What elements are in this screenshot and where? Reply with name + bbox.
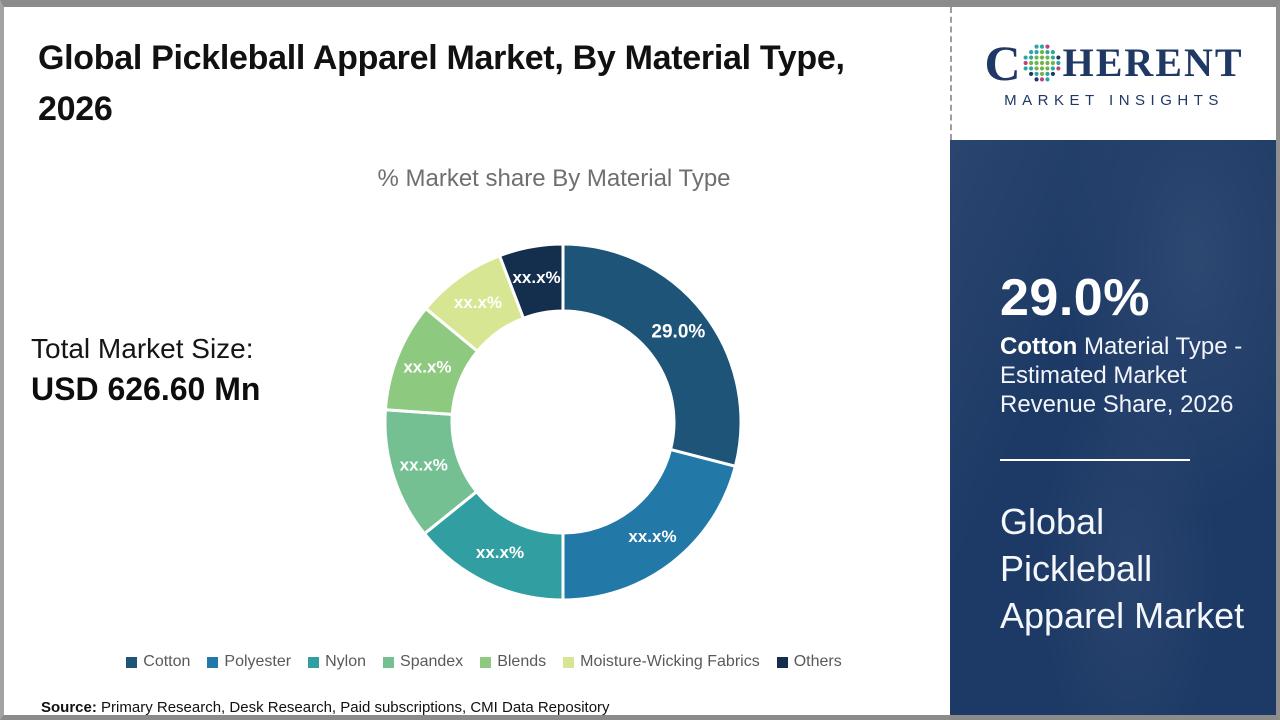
donut-label-cotton: 29.0% (651, 322, 705, 343)
legend-marker (207, 656, 219, 668)
legend-item-moisture-wicking-fabrics: Moisture-Wicking Fabrics (563, 653, 760, 671)
cmi-logo: C HERENT (984, 38, 1243, 88)
cmi-globe-icon (1023, 44, 1061, 82)
legend-label: Spandex (400, 653, 464, 670)
legend-marker (563, 656, 575, 668)
donut-label-blends: xx.x% (403, 357, 451, 376)
legend-item-cotton: Cotton (126, 653, 190, 671)
donut-label-nylon: xx.x% (476, 543, 524, 562)
stat-text: Material Type - Estimated Market Revenue… (1000, 333, 1243, 418)
legend-item-nylon: Nylon (308, 653, 366, 671)
logo-tagline: MARKET INSIGHTS (1004, 92, 1224, 109)
chart-legend: Cotton Polyester Nylon Spandex Blends Moistur… (44, 653, 924, 671)
source-text: Primary Research, Desk Research, Paid su… (96, 699, 610, 716)
donut-slice-polyester (561, 448, 737, 602)
page-title: Global Pickleball Apparel Market, By Mat… (38, 39, 845, 128)
legend-label: Others (793, 653, 842, 670)
logo-box: C HERENT MARKET INSIGHTS (950, 7, 1276, 140)
source-note: Source: Primary Research, Desk Research,… (41, 699, 610, 716)
logo-wordmark: HERENT (1062, 40, 1244, 85)
source-label: Source: (41, 699, 97, 716)
legend-marker (480, 656, 492, 668)
donut-slice-others (498, 242, 565, 320)
legend-item-blends: Blends (480, 653, 546, 671)
total-market-label: Total Market Size: (31, 333, 254, 364)
legend-label: Polyester (224, 653, 292, 670)
donut-slice-cotton (561, 242, 743, 468)
legend-marker (383, 656, 395, 668)
legend-marker (776, 656, 788, 668)
total-market-block: Total Market Size: USD 626.60 Mn (31, 333, 260, 408)
stat-value: 29.0% (1000, 269, 1150, 327)
legend-item-polyester: Polyester (207, 653, 291, 671)
donut-label-polyester: xx.x% (628, 527, 676, 546)
panel-divider (1000, 459, 1190, 461)
donut-chart-container: 29.0% xx.x% xx.x% xx.x% xx.x% xx.x% xx.x% (373, 232, 753, 612)
donut-label-others: xx.x% (512, 268, 560, 287)
chart-subtitle: % Market share By Material Type (377, 165, 731, 192)
legend-item-others: Others (776, 653, 842, 671)
panel-title: Global Pickleball Apparel Market (1000, 501, 1245, 636)
legend-label: Blends (497, 653, 547, 670)
stat-highlight: Cotton (1000, 333, 1078, 360)
legend-item-spandex: Spandex (383, 653, 463, 671)
total-market-value: USD 626.60 Mn (31, 371, 261, 407)
donut-chart: 29.0% xx.x% xx.x% xx.x% xx.x% xx.x% xx.x% (383, 242, 743, 602)
sidebar-panel: 29.0% Cotton Material Type - Estimated M… (950, 140, 1276, 715)
stat-description: Cotton Material Type - Estimated Market … (1000, 332, 1252, 419)
legend-marker (308, 656, 320, 668)
donut-label-spandex: xx.x% (400, 455, 448, 474)
logo-letter-c: C (984, 35, 1021, 91)
legend-label: Moisture-Wicking Fabrics (580, 653, 760, 670)
donut-label-moisture-wicking-fabrics: xx.x% (454, 293, 502, 312)
legend-label: Cotton (143, 653, 191, 670)
legend-label: Nylon (325, 653, 367, 670)
legend-marker (126, 656, 138, 668)
